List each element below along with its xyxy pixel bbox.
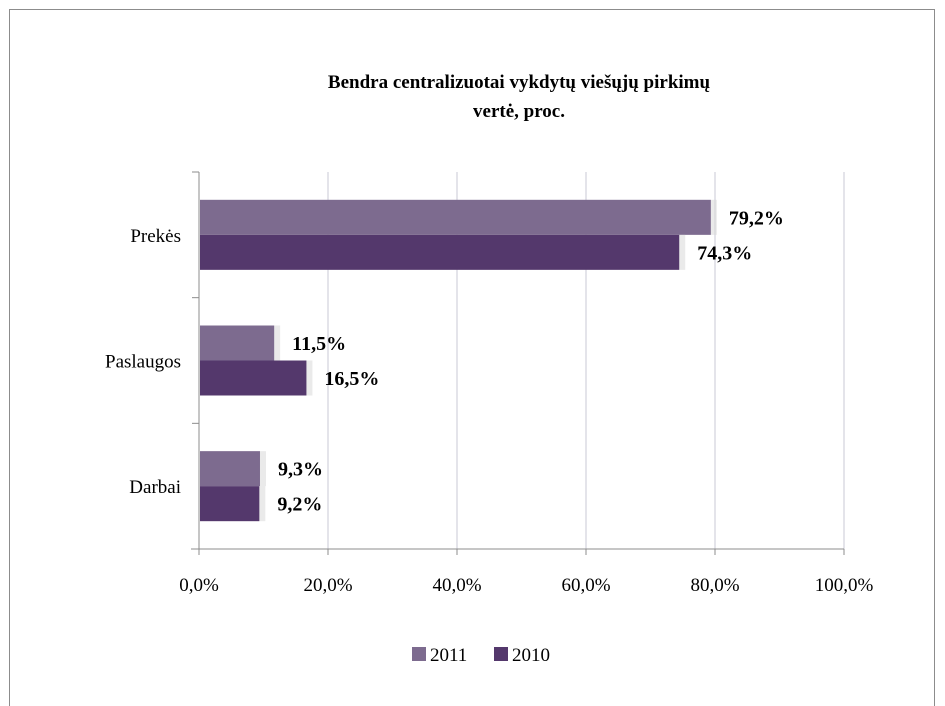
- bar-2010: [200, 486, 260, 522]
- bar-2010: [200, 360, 307, 396]
- category-labels: Prekės Paslaugos Darbai: [105, 226, 181, 498]
- x-tick-label: 0,0%: [179, 575, 219, 596]
- data-label: 9,3%: [278, 459, 323, 481]
- x-tick-label: 100,0%: [815, 575, 874, 596]
- axes: [191, 171, 845, 555]
- chart-frame: [9, 9, 935, 706]
- bar-2011: [200, 325, 275, 361]
- x-tick-labels: 0,0% 20,0% 40,0% 60,0% 80,0% 100,0%: [179, 575, 873, 596]
- bar-2011: [200, 199, 711, 235]
- bar-2010: [200, 234, 680, 270]
- data-label: 11,5%: [292, 333, 346, 355]
- category-label: Darbai: [129, 477, 181, 498]
- data-label: 74,3%: [697, 242, 752, 264]
- x-tick-label: 60,0%: [561, 575, 610, 596]
- category-label: Prekės: [130, 226, 181, 247]
- data-label: 9,2%: [277, 494, 322, 516]
- chart-title-line-2: vertė, proc.: [473, 101, 565, 122]
- data-label: 79,2%: [729, 207, 784, 229]
- legend-swatch-2010: [494, 647, 508, 661]
- x-tick-label: 20,0%: [303, 575, 352, 596]
- x-tick-label: 80,0%: [690, 575, 739, 596]
- legend-label: 2010: [512, 645, 550, 666]
- legend: 2011 2010: [412, 645, 550, 666]
- legend-swatch-2011: [412, 647, 426, 661]
- legend-label: 2011: [430, 645, 467, 666]
- category-label: Paslaugos: [105, 352, 181, 373]
- bars: [200, 199, 717, 522]
- chart-title-line-1: Bendra centralizuotai vykdytų viešųjų pi…: [328, 72, 711, 93]
- data-labels: 79,2% 74,3% 11,5% 16,5% 9,3% 9,2%: [277, 207, 784, 515]
- bar-2011: [200, 451, 260, 487]
- x-tick-label: 40,0%: [432, 575, 481, 596]
- chart-title: Bendra centralizuotai vykdytų viešųjų pi…: [328, 72, 711, 122]
- data-label: 16,5%: [324, 368, 379, 390]
